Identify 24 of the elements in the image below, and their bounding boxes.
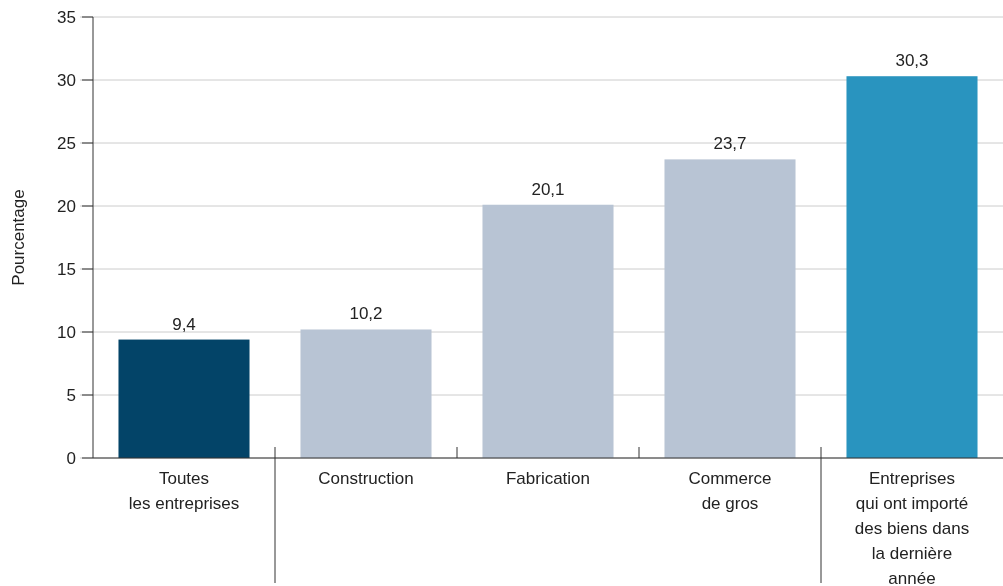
- y-tick-label: 15: [57, 259, 76, 279]
- x-tick-label: Toutes les entreprises: [128, 469, 240, 513]
- y-tick-label: 10: [57, 322, 76, 342]
- data-label: 9,4: [172, 314, 196, 334]
- bar: [846, 76, 978, 458]
- y-tick-label: 20: [57, 196, 76, 216]
- bar: [300, 329, 432, 458]
- y-tick-label: 25: [57, 133, 76, 153]
- y-tick-label: 0: [66, 448, 76, 468]
- bar: [664, 159, 796, 458]
- data-label: 23,7: [713, 134, 747, 154]
- bar: [482, 204, 614, 458]
- x-tick-label: Entreprises qui ont importé des biens dans la dernière année: [854, 469, 970, 586]
- bar: [118, 339, 250, 458]
- y-axis-title: Pourcentage: [9, 189, 28, 286]
- y-tick-label: 5: [66, 385, 76, 405]
- y-tick-label: 30: [57, 70, 76, 90]
- data-label: 20,1: [531, 179, 565, 199]
- x-tick-label: Construction: [318, 469, 414, 488]
- x-tick-label: Fabrication: [505, 469, 591, 488]
- data-label: 30,3: [895, 51, 929, 71]
- y-tick-label: 35: [57, 7, 76, 27]
- data-label: 10,2: [349, 304, 383, 324]
- x-tick-label: Commerce de gros: [688, 469, 772, 513]
